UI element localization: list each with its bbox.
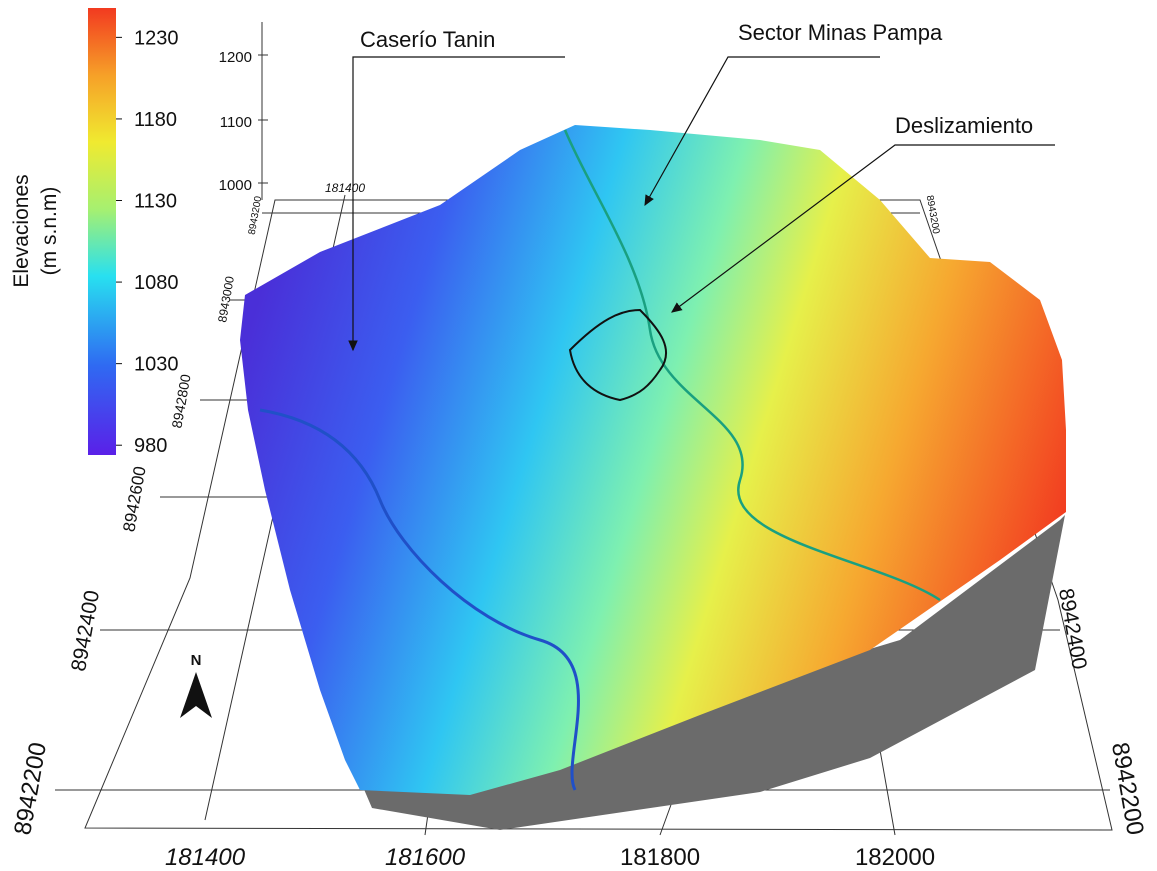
y-tick-label: 8943200 [924,194,942,235]
terrain-surface [240,125,1066,795]
x-tick-label: 181800 [620,844,700,871]
annotation: Caserío Tanin [360,27,495,52]
colorbar [88,8,116,455]
y-tick-label: 8942200 [1106,740,1149,837]
z-tick-label: 1100 [220,114,252,131]
x-tick-label: 181400 [165,844,246,871]
annotation: Deslizamiento [895,113,1033,138]
north-arrow [180,672,212,718]
colorbar-tick-label: 980 [134,435,167,457]
y-tick-label: 8942400 [1054,587,1091,672]
landslide-outline [568,308,667,402]
colorbar-tick-label: 1030 [134,354,179,376]
river [259,408,580,791]
north-label: N [191,652,202,669]
leader-line [671,144,1055,313]
y-tick-label: 8942600 [119,465,149,533]
leader-line [348,56,565,352]
legend-title: Elevaciones [10,174,33,287]
colorbar-tick-label: 1130 [134,191,177,213]
y-tick-label: 8943000 [215,275,237,324]
x-tick-label: 181600 [385,844,466,871]
legend-title: (m s.n.m) [38,187,61,276]
leader-line [644,56,880,207]
annotation: Sector Minas Pampa [738,20,943,45]
x-tick-label: 182000 [855,844,935,871]
y-tick-label: 8942200 [9,740,52,837]
x-tick-label: 181400 [325,181,365,195]
y-tick-label: 8943200 [247,195,265,236]
colorbar-tick-label: 1230 [134,27,179,49]
colorbar-ticks: 1230 1180 1130 1080 1030 980 [116,27,179,457]
z-tick-label: 1000 [219,177,252,194]
z-tick-label: 1200 [219,49,252,66]
y-tick-label: 8942800 [168,373,193,430]
colorbar-tick-label: 1080 [134,272,179,294]
y-tick-label: 8942400 [67,589,104,674]
stream [563,129,941,602]
colorbar-tick-label: 1180 [134,109,177,131]
